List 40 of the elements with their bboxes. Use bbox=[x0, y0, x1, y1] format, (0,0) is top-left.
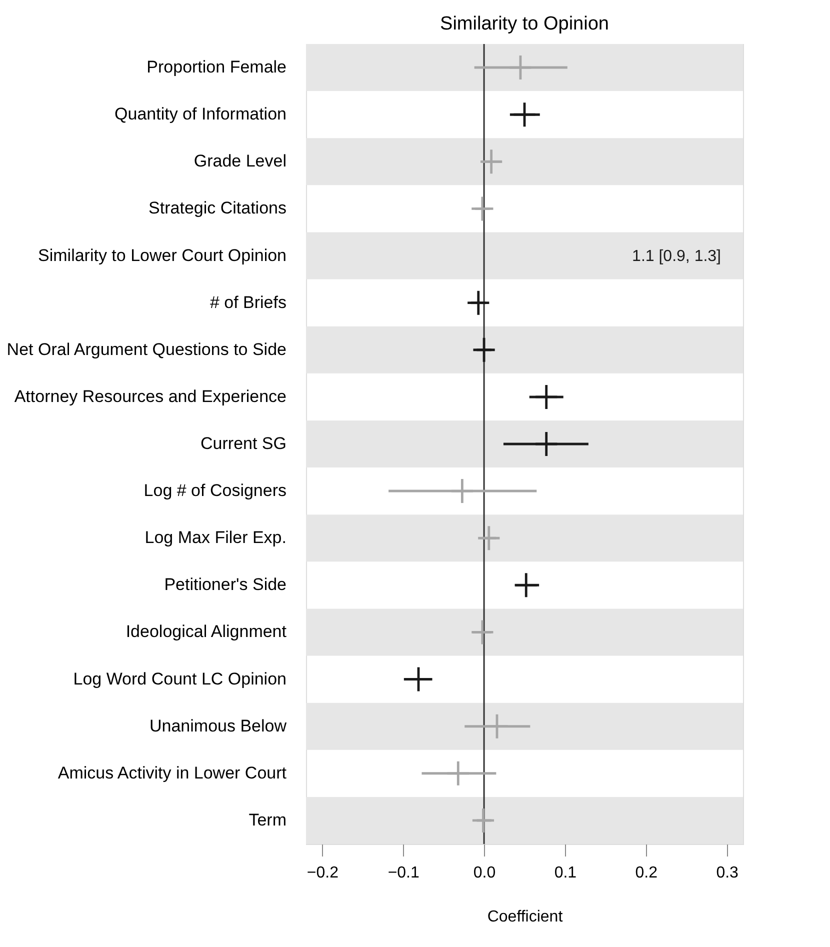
point bbox=[472, 620, 494, 644]
y-tick-label: Ideological Alignment bbox=[126, 622, 287, 642]
x-axis-title: Coefficient bbox=[487, 908, 564, 926]
point bbox=[472, 808, 494, 832]
x-tick-label: −0.1 bbox=[388, 864, 420, 882]
y-tick-label: Log Max Filer Exp. bbox=[144, 528, 286, 548]
point bbox=[486, 714, 508, 738]
point bbox=[478, 526, 500, 550]
chart-title: Similarity to Opinion bbox=[440, 13, 609, 34]
point bbox=[515, 573, 537, 598]
x-tick-label: 0.0 bbox=[473, 864, 496, 882]
point bbox=[480, 150, 502, 174]
point bbox=[447, 761, 469, 786]
x-tick-label: 0.2 bbox=[635, 864, 658, 882]
y-tick-label: Term bbox=[248, 810, 286, 830]
y-tick-label: Proportion Female bbox=[146, 58, 286, 77]
y-tick-label: Petitioner's Side bbox=[164, 575, 286, 594]
y-tick-label: # of Briefs bbox=[210, 292, 286, 312]
y-tick-label: Attorney Resources and Experience bbox=[14, 386, 286, 406]
y-tick-label: Amicus Activity in Lower Court bbox=[58, 763, 287, 782]
y-tick-label: Log # of Cosigners bbox=[144, 481, 286, 500]
y-tick-label: Strategic Citations bbox=[148, 198, 286, 218]
point bbox=[514, 102, 536, 127]
x-tick-label: 0.1 bbox=[554, 864, 577, 882]
y-tick-label: Similarity to Lower Court Opinion bbox=[38, 246, 286, 265]
x-tick-label: 0.3 bbox=[716, 864, 739, 882]
y-tick-label: Unanimous Below bbox=[149, 716, 288, 736]
y-tick-label: Current SG bbox=[200, 434, 286, 453]
point bbox=[536, 384, 558, 409]
point bbox=[536, 432, 558, 456]
point bbox=[468, 290, 490, 315]
text: 1.1 [0.9, 1.3] bbox=[632, 248, 721, 265]
x-tick-label: −0.2 bbox=[306, 864, 339, 882]
y-tick-label: Log Word Count LC Opinion bbox=[73, 669, 286, 688]
y-tick-label: Grade Level bbox=[194, 152, 286, 171]
y-tick-label: Net Oral Argument Questions to Side bbox=[6, 340, 286, 359]
point bbox=[473, 338, 495, 362]
point bbox=[451, 479, 473, 504]
y-tick-label: Quantity of Information bbox=[114, 104, 286, 124]
point bbox=[472, 196, 494, 221]
